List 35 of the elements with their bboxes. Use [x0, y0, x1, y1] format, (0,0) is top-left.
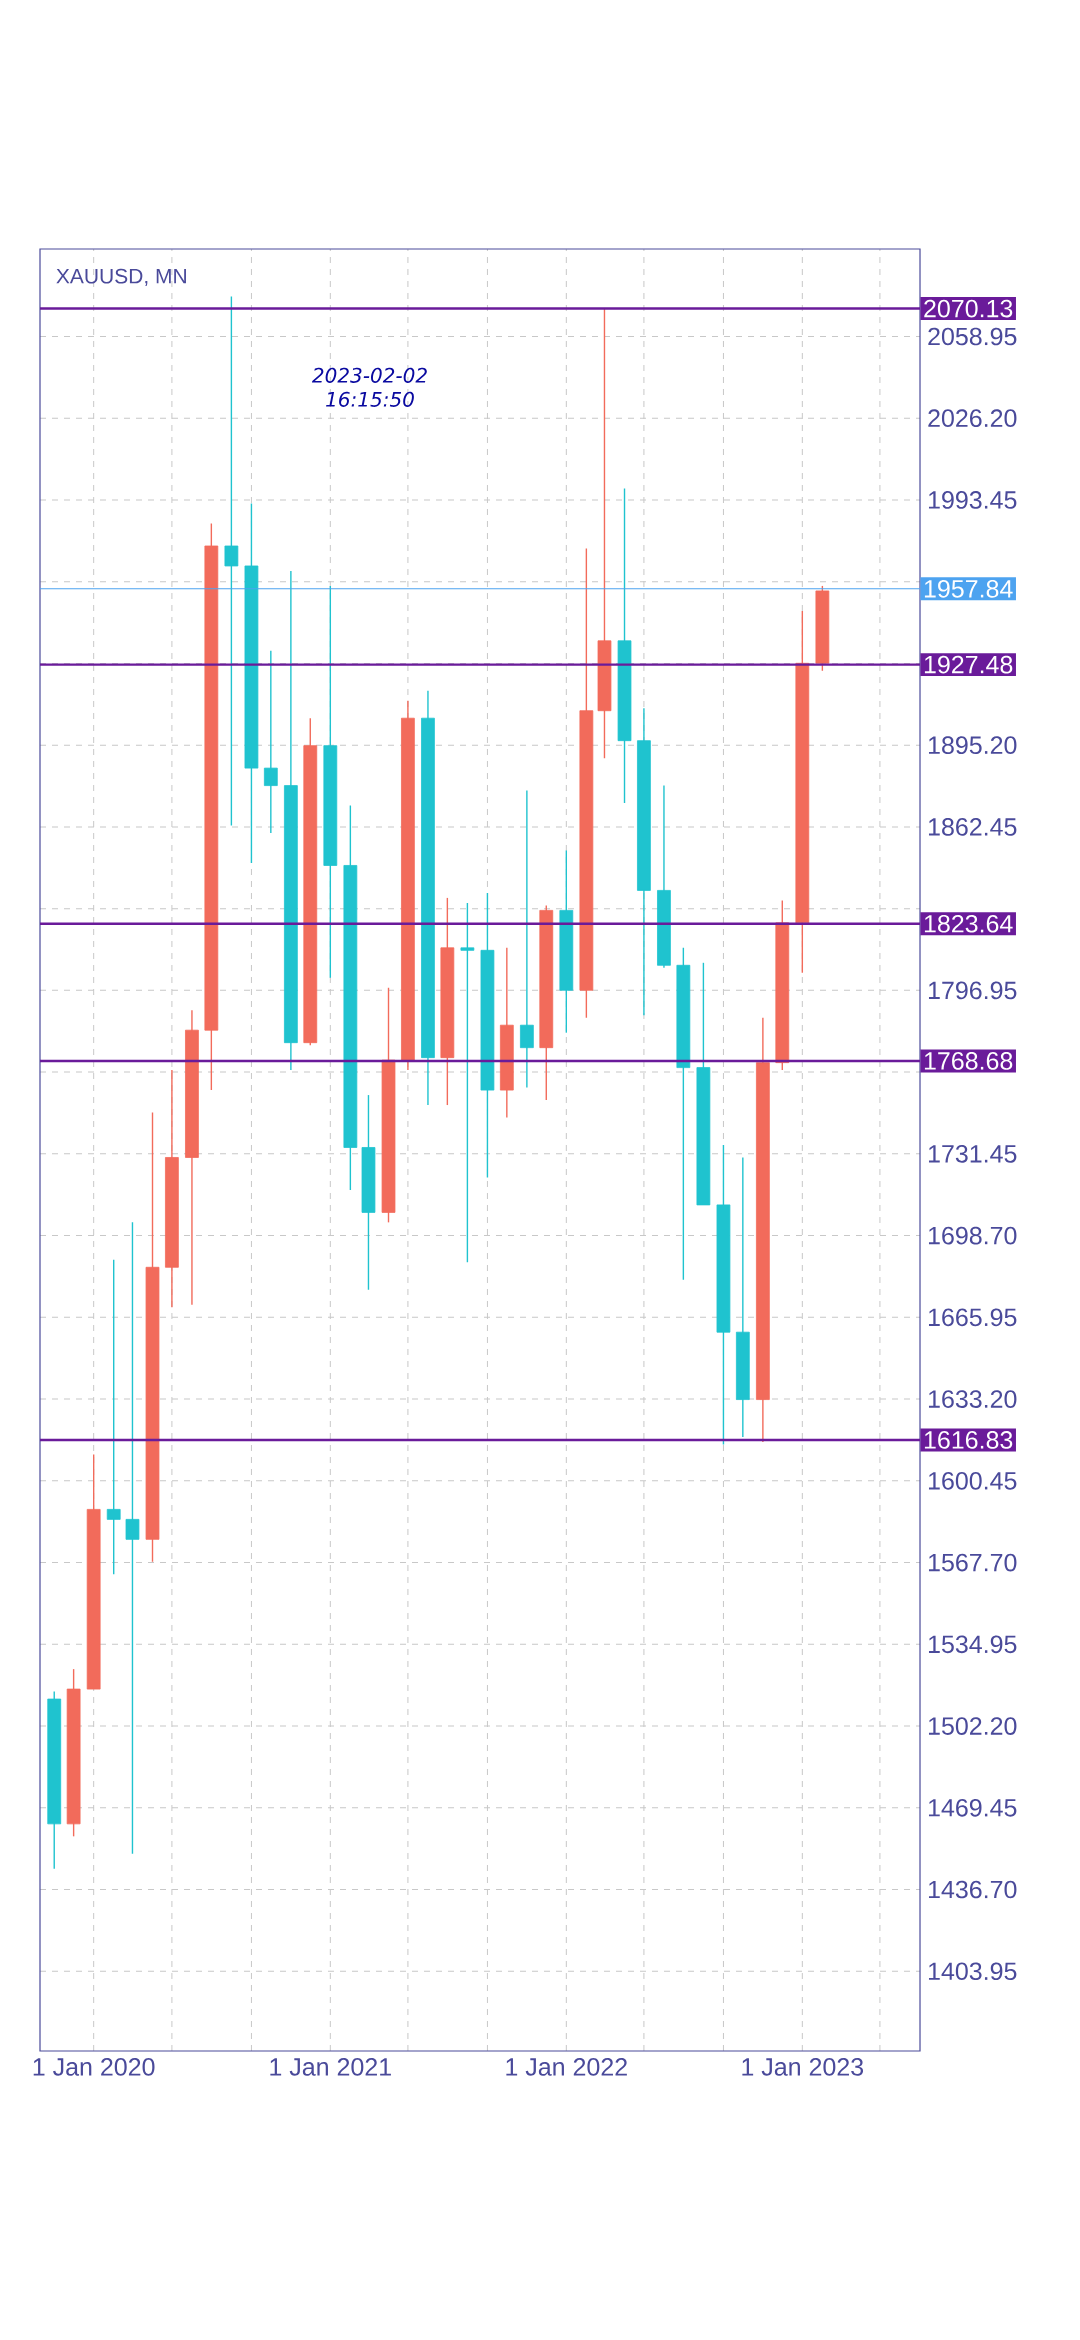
candlestick [460, 902, 475, 1263]
candlestick [125, 1221, 140, 1855]
candlestick [520, 789, 534, 1089]
y-tick-label: 1567.70 [928, 1553, 1017, 1572]
y-tick-label: 1600.45 [928, 1471, 1017, 1490]
ref-line-label: 1957.84 [924, 579, 1013, 598]
y-tick-label: 1698.70 [928, 1226, 1017, 1245]
annotation: 2023-02-02 16:15:50 [311, 367, 427, 407]
y-tick-label: 1731.45 [928, 1145, 1017, 1163]
y-tick-label: 1403.95 [928, 1962, 1017, 1981]
ref-line-label: 1927.48 [924, 655, 1013, 674]
x-tick-label: 1 Jan 2023 [742, 2058, 864, 2076]
text: XAUUSD, MN [56, 268, 186, 287]
ref-line-label: 1616.83 [924, 1431, 1013, 1449]
y-tick-label: 1633.20 [928, 1390, 1017, 1408]
y-tick-label: 1993.45 [928, 491, 1017, 509]
candlestick [263, 650, 278, 834]
y-tick-label: 1534.95 [928, 1635, 1017, 1654]
x-tick-label: 1 Jan 2021 [270, 2058, 391, 2076]
y-tick-label: 1665.95 [928, 1308, 1017, 1327]
y-tick-label: 1862.45 [928, 818, 1017, 836]
x-tick-label: 1 Jan 2020 [33, 2058, 155, 2076]
y-tick-label: 1469.45 [928, 1798, 1017, 1817]
y-tick-label: 1436.70 [928, 1880, 1017, 1899]
y-tick-label: 1796.95 [928, 981, 1017, 1000]
y-tick-label: 2058.95 [928, 327, 1017, 346]
ref-line-label: 1768.68 [924, 1052, 1013, 1070]
candlestick [224, 295, 239, 827]
y-tick-label: 1895.20 [928, 736, 1017, 755]
y-tick-label: 1502.20 [928, 1717, 1017, 1735]
y-tick-label: 2026.20 [928, 409, 1017, 428]
candlestick [106, 1259, 121, 1575]
ref-line-label: 2070.13 [924, 299, 1013, 318]
ref-line-label: 1823.64 [924, 914, 1013, 933]
x-tick-label: 1 Jan 2022 [506, 2058, 627, 2076]
